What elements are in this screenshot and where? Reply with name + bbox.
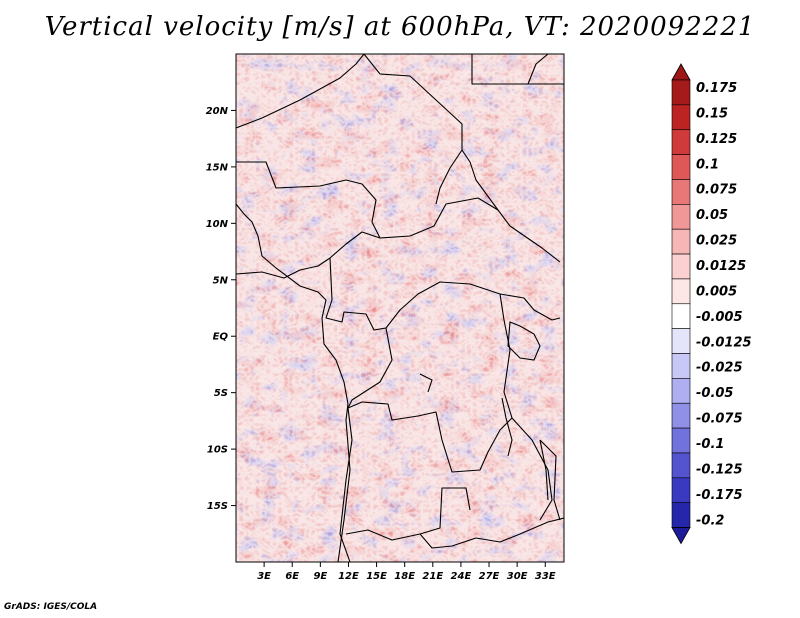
colorbar-label: 0.175 (696, 81, 737, 96)
velocity-field (236, 54, 564, 562)
colorbar-swatch (671, 328, 691, 354)
lon-tick-label: 15E (366, 571, 387, 582)
lat-tick-label: 15S (207, 501, 228, 512)
colorbar-swatch (671, 477, 691, 504)
colorbar-swatch (671, 452, 691, 479)
colorbar-swatch (671, 427, 691, 454)
lon-tick-label: 6E (285, 571, 299, 582)
lat-tick-label: 20N (206, 106, 229, 117)
colorbar-label: -0.005 (696, 310, 743, 325)
lon-tick-label: 24E (451, 571, 472, 582)
map-frame (235, 53, 565, 563)
colorbar-label: -0.05 (696, 386, 733, 401)
colorbar-swatch (671, 154, 691, 180)
lon-tick-label: 27E (479, 571, 500, 582)
map-title: Vertical velocity [m/s] at 600hPa, VT: 2… (44, 12, 756, 42)
latitude-axis: 20N 15N 10N 5N EQ 5S 10S 15S (206, 106, 236, 512)
colorbar-label: 0.025 (696, 234, 737, 249)
lat-tick-label: 5S (214, 388, 228, 399)
lat-tick-label: 5N (213, 275, 229, 286)
colorbar-swatch (671, 378, 691, 404)
lat-tick-label: 10S (207, 445, 228, 456)
colorbar-label: 0.125 (696, 132, 737, 147)
coastline (236, 203, 549, 562)
colorbar: 0.175 0.15 0.125 0.1 0.075 0.05 0.025 0.0125 0.0… (671, 63, 752, 545)
colorbar-label: 0.05 (696, 208, 728, 223)
colorbar-swatch (671, 353, 691, 379)
colorbar-label: 0.1 (696, 157, 719, 172)
lon-tick-label: 18E (394, 571, 415, 582)
colorbar-swatch (671, 129, 691, 155)
lon-tick-label: 9E (313, 571, 327, 582)
lon-tick-label: 33E (535, 571, 556, 582)
colorbar-label: -0.1 (696, 437, 724, 452)
colorbar-swatch (671, 253, 691, 280)
lon-tick-label: 12E (338, 571, 359, 582)
colorbar-swatch (671, 79, 691, 106)
colorbar-label: 0.075 (696, 183, 737, 198)
colorbar-swatch (671, 502, 691, 528)
colorbar-swatch (671, 179, 691, 205)
credit-label: GrADS: IGES/COLA (4, 602, 98, 612)
colorbar-label: -0.025 (696, 361, 743, 376)
lat-tick-label: 10N (206, 219, 229, 230)
colorbar-label: -0.175 (696, 488, 743, 503)
colorbar-swatch (671, 204, 691, 230)
country-borders (236, 54, 564, 562)
lon-tick-label: 21E (422, 571, 443, 582)
colorbar-label: 0.15 (696, 106, 728, 121)
colorbar-swatch (671, 278, 691, 305)
colorbar-top-arrow (671, 63, 691, 81)
colorbar-swatch (671, 104, 691, 131)
colorbar-label: -0.075 (696, 412, 743, 427)
colorbar-swatch (671, 303, 691, 329)
colorbar-label: -0.125 (696, 462, 743, 477)
colorbar-label: -0.2 (696, 513, 724, 528)
colorbar-bottom-arrow (671, 527, 691, 545)
longitude-axis: 3E 6E 9E 12E 15E 18E 21E 24E 27E 30E 33E (257, 562, 556, 582)
colorbar-swatch (671, 228, 691, 255)
lat-tick-label: EQ (213, 332, 229, 343)
lon-tick-label: 3E (257, 571, 271, 582)
colorbar-label: 0.005 (696, 284, 737, 299)
colorbar-label: -0.0125 (696, 335, 752, 350)
lon-tick-label: 30E (507, 571, 528, 582)
colorbar-label: 0.0125 (696, 259, 746, 274)
colorbar-swatch (671, 402, 691, 429)
lat-tick-label: 15N (206, 162, 229, 173)
